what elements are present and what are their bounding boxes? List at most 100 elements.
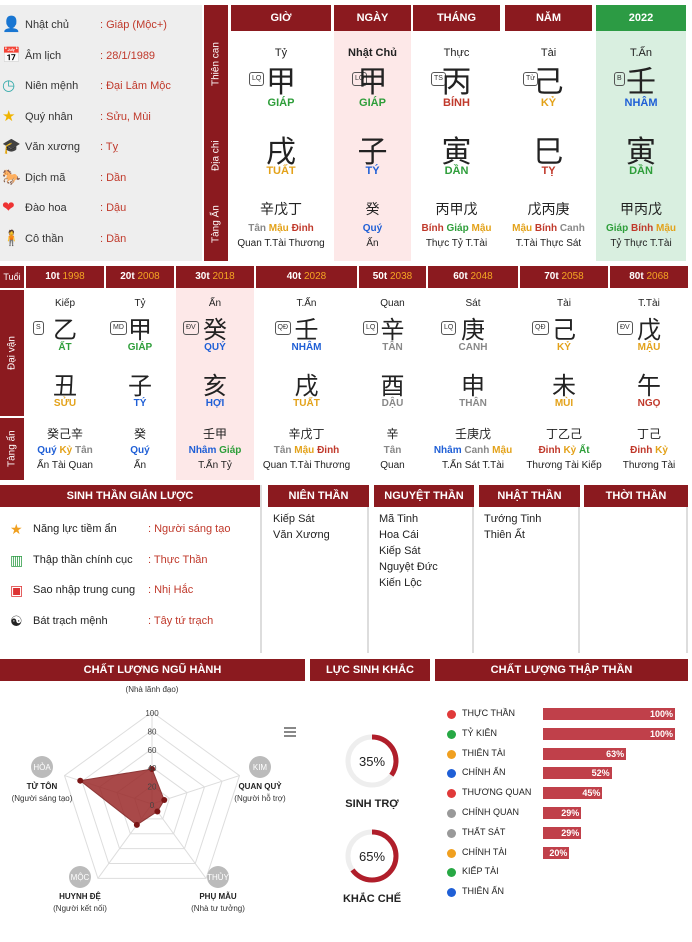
thap-than-row: TỶ KIÊN 100% — [435, 727, 685, 745]
thap-than-row: CHÍNH TÀI 20% — [435, 846, 685, 864]
info-label: Đào hoa — [25, 202, 67, 214]
than-item: Kiếp Sát — [379, 545, 421, 557]
dai-van-age: 60t — [453, 271, 471, 282]
info-panel: 👤 Nhật chủ: Giáp (Mộc+) 📅 Âm lịch: 28/1/198… — [0, 5, 202, 261]
dv-hidden-names: Quý — [106, 445, 174, 456]
thap-than-pct: 63% — [606, 748, 625, 759]
than-header-nien_than: NIÊN THẦN — [268, 485, 369, 507]
label-tang-an-dv: Tàng ẩn — [0, 418, 24, 480]
thap-than-bar: 29% — [543, 807, 582, 819]
info-row: 🧍 Cô thần: Dần — [0, 229, 202, 253]
thap-than-pct: 100% — [649, 709, 673, 719]
element-name: KIM — [253, 763, 268, 772]
pillar-column: Nhật Chủ LQ 甲 GIÁP 子 TÝ 癸 Quý Ấn — [334, 31, 411, 261]
hidden-stem-name: Đinh — [317, 445, 340, 456]
hidden-stem-name: Mậu — [492, 445, 513, 456]
info-row: 🐎 Dịch mã: Dần — [0, 168, 202, 192]
dv-hidden-stems: 丁己 — [636, 427, 661, 441]
dv-tag: ĐV — [183, 321, 199, 335]
hidden-stem-name: Kỷ — [59, 445, 75, 456]
yin-yang-icon: ☯ — [10, 612, 23, 629]
legend-dot-icon — [447, 828, 456, 838]
donut-arc — [345, 829, 399, 883]
sinh-than-label: Năng lực tiềm ẩn — [33, 523, 117, 535]
dv-stem-name: ẤT — [58, 342, 72, 353]
legend-dot-icon — [447, 710, 456, 719]
hidden-stem-name: Tân — [383, 445, 402, 456]
thap-than-bar: 52% — [543, 767, 612, 780]
hidden-stem-name: Bính — [421, 223, 447, 234]
dv-top-god: Sát — [465, 298, 481, 309]
dai-van-year: 2038 — [389, 271, 413, 282]
hidden-stem-name: Tân — [75, 445, 93, 456]
hidden-stem-name: Canh — [559, 223, 585, 234]
pillar-top-god: Tỷ — [274, 47, 288, 59]
dv-hidden-gods: Thương Tài — [622, 460, 676, 471]
dai-van-age: 20t — [120, 271, 138, 282]
thap-than-title: CHẤT LƯỢNG THẬP THẦN — [435, 659, 688, 681]
thap-than-pct: 100% — [649, 728, 673, 739]
sinh-than-value: : Tây tứ trạch — [148, 614, 214, 627]
info-label: Quý nhân — [25, 110, 73, 123]
dv-stem-name: MẬU — [637, 342, 661, 353]
pillar-top-god: Tài — [540, 47, 557, 59]
pillar-tag: LQ — [352, 72, 368, 86]
info-label: Nhật chủ — [25, 19, 70, 31]
legend-dot-icon — [447, 809, 456, 818]
dai-van-column: Ấn ĐV 癸 QUÝ 亥 HỢI 壬甲 Nhâm Giáp T.Ấn Tỷ — [176, 288, 254, 480]
pillar-stem: 甲 — [357, 65, 388, 100]
radar-chart: 100806040200THỔTHÊ TÀI(Nhà lãnh đạo)KIMQ… — [12, 681, 286, 913]
than-column-thoi_than — [584, 507, 688, 653]
hidden-stem-name: Mậu — [268, 223, 292, 234]
pillar-hidden-stems: 辛戊丁 — [260, 202, 302, 218]
radar-point — [161, 797, 168, 804]
pillar-branch: 寅 — [626, 135, 656, 170]
hidden-stem-name: Nhâm — [188, 445, 220, 456]
chart-menu-icon[interactable] — [284, 727, 296, 737]
red-seal-icon: ▣ — [10, 582, 24, 598]
info-row: ◷ Niên mệnh: Đại Lâm Mộc — [0, 76, 202, 100]
radar-label-3: MỘC HUYNH ĐỆ (Người kết nối) — [53, 866, 107, 913]
pillar-hidden-stems: 丙甲戊 — [435, 202, 478, 218]
thap-than-row: KIẾP TÀI — [435, 865, 685, 883]
thap-than-name: THƯƠNG QUAN — [462, 787, 532, 798]
pillar-header: NGÀY — [334, 5, 411, 31]
thap-than-bar: 29% — [543, 826, 582, 839]
label-thien-can: Thiên can — [204, 5, 228, 123]
radar-axis-name: TỬ TÔN — [27, 782, 58, 791]
pillar-top-god: T.Ấn — [629, 47, 652, 59]
radar-axis — [151, 803, 207, 879]
radar-axis-sub: (Người sáng tạo) — [12, 794, 73, 803]
dv-branch-name: NGỌ — [637, 398, 661, 409]
sinh-than-title: SINH THẦN GIẢN LƯỢC — [0, 485, 260, 507]
dv-stem: 癸 — [203, 316, 227, 344]
dai-van-column: Tài QĐ 己 KỶ 未 MÙI 丁乙己 Đinh Kỷ Ất Thương Tài Kiếp — [520, 288, 608, 480]
hidden-stem-name: Ất — [579, 445, 590, 456]
pillar-tag: TS — [431, 72, 446, 86]
dv-top-god: T.Tài — [638, 298, 660, 309]
bar-chart-icon: ▥ — [10, 551, 24, 568]
dv-branch: 申 — [461, 372, 485, 400]
pillar-hidden-names: Tân Mậu Đinh — [231, 223, 331, 234]
thap-than-row: THƯƠNG QUAN 45% — [435, 786, 685, 804]
thap-than-panel: CHẤT LƯỢNG THẬP THẦN THỰC THẦN 100% TỶ KIÊ… — [435, 659, 688, 942]
radar-grid — [63, 711, 241, 879]
dai-van-age: 10t — [45, 271, 63, 282]
pillar-branch: 戌 — [266, 135, 296, 170]
thap-than-pct: 45% — [582, 788, 601, 799]
dai-van-year: 2028 — [303, 271, 327, 282]
legend-dot-icon — [447, 749, 456, 759]
thap-than-pct: 29% — [561, 808, 580, 818]
info-row: ❤ Đào hoa: Dậu — [0, 198, 202, 222]
than-item: Thiên Ất — [484, 529, 525, 541]
dai-van-column: T.Ấn QĐ 壬 NHÂM 戌 TUẤT 辛戊丁 Tân Mậu Đinh Quan T.Tà… — [256, 288, 357, 480]
thap-than-name: THẤT SÁT — [462, 826, 506, 837]
than-column-nien_than: Kiếp Sát Văn Xương — [268, 507, 369, 653]
dv-branch-name: THÂN — [459, 398, 487, 409]
element-bubble — [207, 866, 229, 888]
pillar-tag: LQ — [249, 72, 265, 86]
pillar-top-god: Thực — [443, 47, 470, 59]
dv-hidden-names: Tân Mậu Đinh — [256, 445, 357, 456]
than-column-nguyet_than: Mã Tinh Hoa Cái Kiếp Sát Nguyệt Đức Kiến Lộc — [374, 507, 474, 653]
thap-than-name: THỰC THẦN — [462, 708, 516, 718]
